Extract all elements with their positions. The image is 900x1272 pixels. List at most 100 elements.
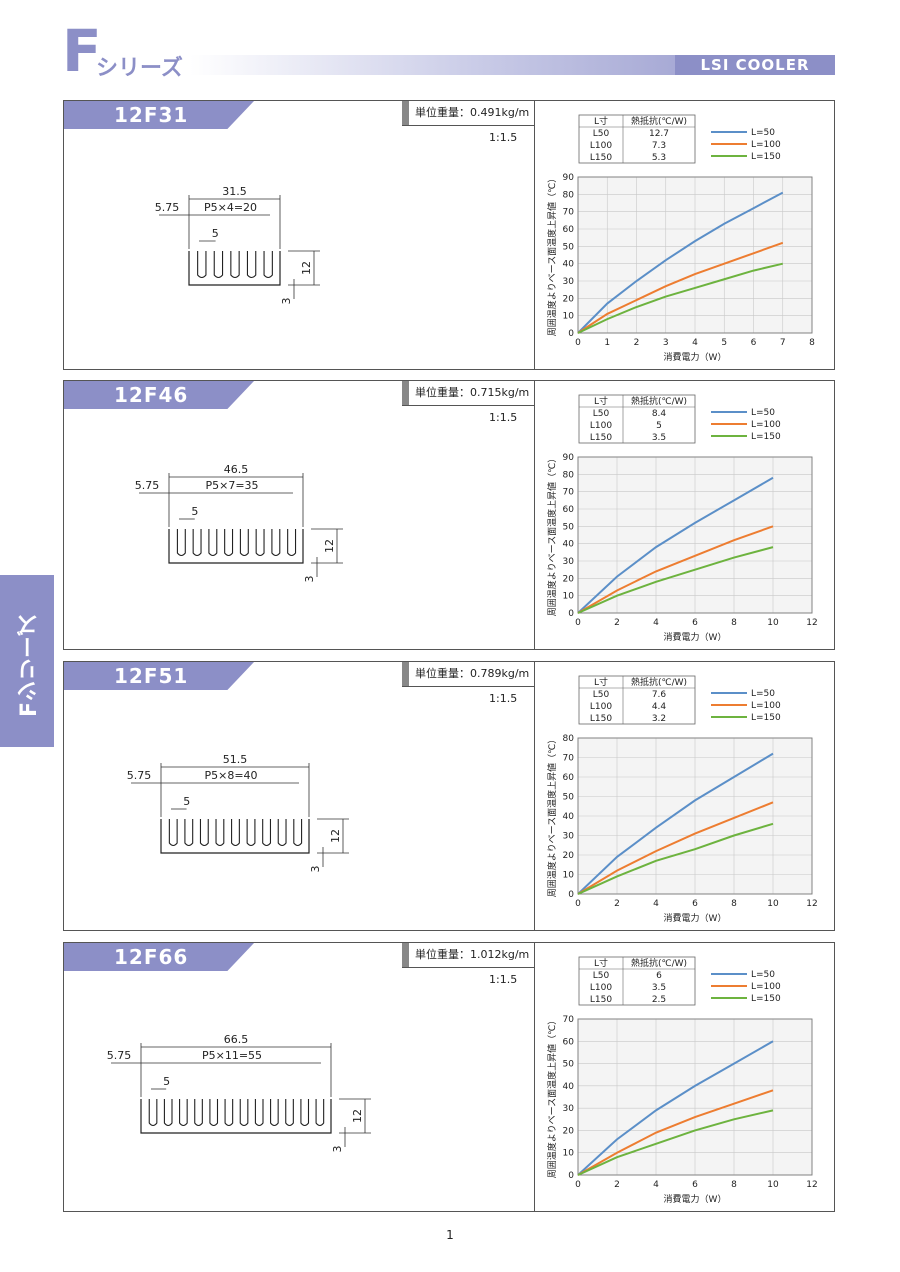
series-line-l100	[577, 241, 784, 334]
side-tab	[0, 575, 54, 747]
drawing-scale: 1:1.5	[489, 692, 518, 705]
x-tick-label: 0	[575, 899, 581, 909]
table-cell: L100	[590, 421, 612, 431]
fin-gap	[255, 529, 265, 557]
model-name: 12F51	[114, 664, 189, 688]
fin-gap	[230, 251, 240, 279]
y-tick-label: 0	[568, 1171, 574, 1181]
series-line-l100	[577, 525, 774, 614]
table-cell: 7.6	[652, 690, 667, 700]
x-tick-label: 4	[692, 338, 698, 348]
weight-marker	[402, 943, 409, 967]
legend-entry: L=100	[751, 701, 781, 711]
x-tick-label: 8	[731, 1180, 737, 1190]
dim-gap-label: 5	[163, 1075, 170, 1088]
table-header-cell: L寸	[594, 957, 608, 969]
table-cell: L50	[593, 971, 610, 981]
fin-gap	[194, 1099, 203, 1127]
panel-divider	[534, 662, 535, 930]
y-tick-label: 60	[563, 1037, 575, 1047]
resistance-table	[578, 394, 696, 444]
brand-series: シリーズ	[96, 56, 183, 81]
table-cell: 7.3	[652, 141, 666, 151]
y-tick-label: 40	[563, 812, 575, 822]
table-header-cell: 熱抵抗(℃/W)	[631, 395, 687, 407]
resistance-table	[578, 956, 696, 1006]
table-cell: 12.7	[649, 129, 669, 139]
table-cell: L100	[590, 983, 612, 993]
plot-frame	[577, 737, 813, 895]
y-tick-label: 50	[563, 242, 575, 252]
unit-weight-text: 単位重量：0.715kg/m	[415, 386, 530, 399]
y-tick-label: 10	[563, 1149, 575, 1159]
legend-entry: L=150	[751, 432, 781, 442]
table-header-cell: L寸	[594, 395, 608, 407]
x-tick-label: 1	[604, 338, 610, 348]
legend-entry: L=150	[751, 152, 781, 162]
y-tick-label: 80	[563, 734, 575, 744]
x-tick-label: 6	[751, 338, 757, 348]
x-tick-label: 12	[806, 899, 817, 909]
weight-marker	[402, 662, 409, 686]
y-tick-label: 70	[563, 1015, 575, 1025]
model-name: 12F46	[114, 383, 189, 407]
thermal-chart: L寸 熱抵抗(℃/W) L50 8.4 L100 5 L150 3.5 L=50 L=100 L=1…	[546, 394, 818, 643]
y-axis-title: 周囲温度よりベース面温度上昇値（℃）	[546, 735, 558, 897]
fin-gap	[148, 1099, 158, 1127]
fin-gap	[168, 819, 178, 847]
model-tab: 12F46	[64, 381, 254, 409]
panel-divider	[534, 381, 535, 649]
legend-entry: L=100	[751, 420, 781, 430]
y-tick-label: 40	[563, 540, 575, 550]
x-tick-label: 10	[767, 618, 779, 628]
dim-gap-label: 5	[212, 227, 219, 240]
y-tick-label: 70	[563, 754, 575, 764]
x-tick-label: 6	[692, 1180, 698, 1190]
fin-gap	[163, 1099, 173, 1127]
fin-gap	[176, 529, 186, 557]
y-tick-label: 40	[563, 260, 575, 270]
x-tick-label: 8	[809, 338, 815, 348]
fin-gap	[246, 251, 257, 279]
resistance-table	[578, 114, 696, 164]
table-cell: L50	[593, 409, 610, 419]
weight-marker	[402, 101, 409, 125]
fin-gap	[213, 251, 224, 279]
dim-base-label: 3	[309, 866, 322, 873]
legend-entry: L=150	[751, 713, 781, 723]
dim-gap-label: 5	[191, 505, 198, 518]
fin-gap	[179, 1099, 188, 1127]
y-tick-label: 60	[563, 225, 575, 235]
unit-weight: 単位重量：0.789kg/m	[402, 662, 534, 687]
heatsink-outline	[168, 529, 304, 564]
dim-pitch-label: P5×7=35	[205, 479, 258, 492]
table-cell: 3.5	[652, 983, 666, 993]
dim-pitch-label: P5×4=20	[204, 201, 257, 214]
y-tick-label: 20	[563, 1126, 575, 1136]
profile-drawing: 46.5 5.75 P5×7=35 5 12 3	[135, 463, 343, 583]
fin-gap	[184, 819, 194, 847]
table-cell: 3.2	[652, 714, 666, 724]
series-line-l50	[577, 476, 774, 614]
y-tick-label: 20	[563, 294, 575, 304]
dim-base-label: 3	[331, 1146, 344, 1153]
x-tick-label: 4	[653, 618, 659, 628]
model-name: 12F66	[114, 945, 189, 969]
dim-offset-label: 5.75	[127, 769, 152, 782]
dim-offset-label: 5.75	[107, 1049, 132, 1062]
model-tab: 12F31	[64, 101, 254, 129]
x-tick-label: 2	[614, 618, 620, 628]
y-axis-title: 周囲温度よりベース面温度上昇値（℃）	[546, 454, 558, 616]
y-tick-label: 30	[563, 557, 575, 567]
table-cell: 2.5	[652, 995, 666, 1005]
table-cell: L100	[590, 702, 612, 712]
y-tick-label: 50	[563, 793, 575, 803]
x-tick-label: 12	[806, 1180, 817, 1190]
profile-drawing: 31.5 5.75 P5×4=20 5 12 3	[155, 185, 320, 305]
table-cell: L100	[590, 141, 612, 151]
y-tick-label: 50	[563, 1060, 575, 1070]
fin-gap	[287, 529, 297, 557]
legend-entry: L=100	[751, 140, 781, 150]
y-tick-label: 30	[563, 277, 575, 287]
x-tick-label: 8	[731, 618, 737, 628]
